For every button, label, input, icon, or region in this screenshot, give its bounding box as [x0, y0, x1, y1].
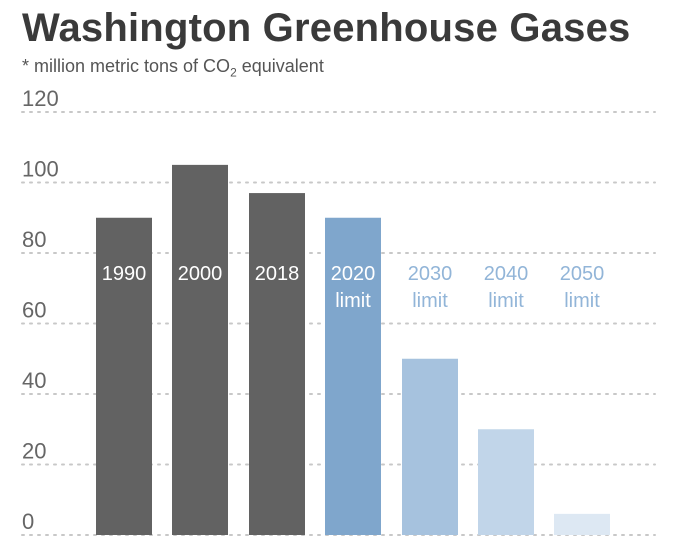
bar-2000 [172, 164, 228, 535]
bar-label-2020-limit: 2020 [331, 263, 376, 285]
chart-subtitle: * million metric tons of CO2 equivalent [22, 56, 324, 80]
bars-layer [96, 164, 610, 535]
bar-label-1990: 1990 [102, 263, 147, 285]
y-tick-label-40: 40 [22, 368, 46, 393]
bar-label-2030-limit-line2: limit [412, 290, 448, 312]
y-tick-label-120: 120 [22, 86, 59, 111]
bar-2030-limit [402, 358, 458, 535]
bar-2040-limit [478, 429, 534, 535]
bar-label-2050-limit-line2: limit [564, 290, 600, 312]
bar-label-2050-limit: 2050 [560, 263, 605, 285]
subtitle-subscript: 2 [230, 65, 237, 80]
chart-title: Washington Greenhouse Gases [22, 6, 631, 50]
bar-label-2020-limit-line2: limit [335, 290, 371, 312]
bar-label-2040-limit: 2040 [484, 263, 529, 285]
subtitle-suffix: equivalent [236, 56, 324, 76]
bar-1990 [96, 217, 152, 535]
y-tick-label-20: 20 [22, 439, 46, 464]
bar-label-2018: 2018 [255, 263, 300, 285]
bar-label-2040-limit-line2: limit [488, 290, 524, 312]
y-tick-label-80: 80 [22, 227, 46, 252]
y-tick-label-0: 0 [22, 509, 34, 534]
bar-label-2000: 2000 [178, 263, 223, 285]
bar-label-2030-limit: 2030 [408, 263, 453, 285]
bar-2050-limit [554, 513, 610, 535]
y-tick-label-60: 60 [22, 298, 46, 323]
bar-2018 [249, 193, 305, 535]
bar-labels-layer: 1990 2000 2018 2020 limit 2030 limit 2040 limit 2… [102, 263, 605, 312]
bar-2020-limit [325, 217, 381, 535]
y-tick-label-100: 100 [22, 157, 59, 182]
subtitle-prefix: * million metric tons of CO [22, 56, 231, 76]
